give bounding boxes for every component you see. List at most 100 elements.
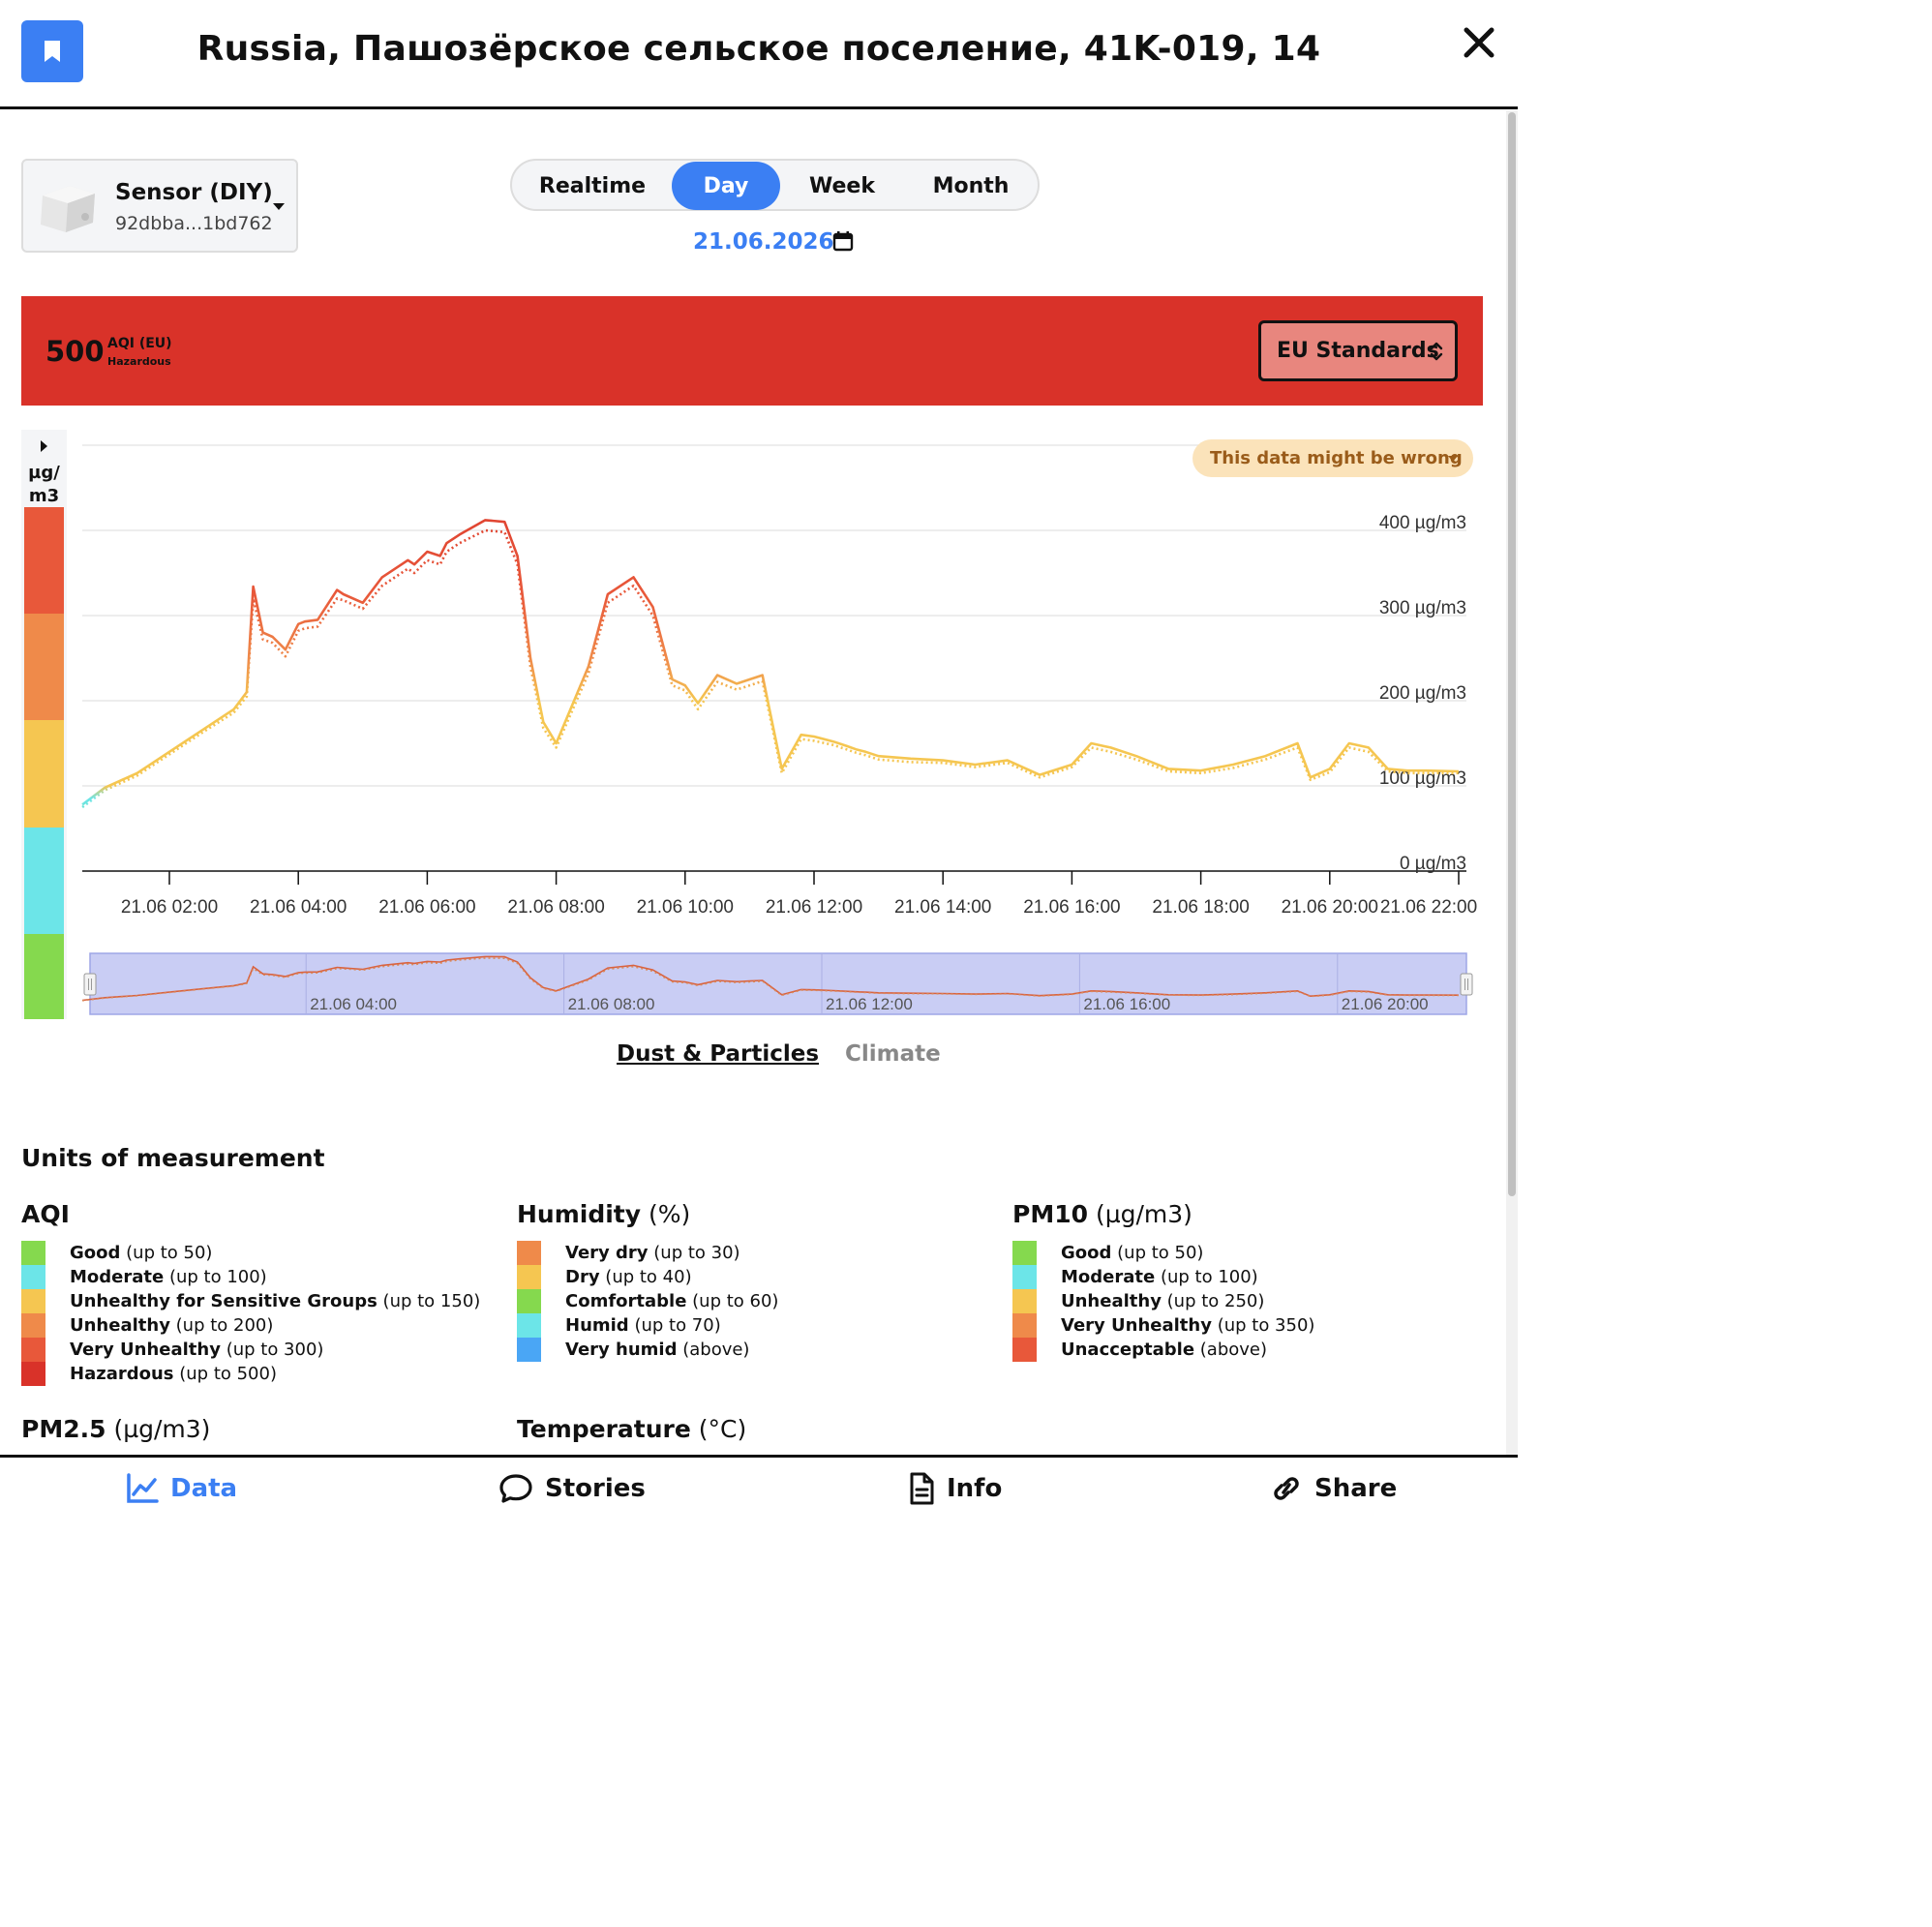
x-tick-label: 21.06 12:00 <box>766 897 862 918</box>
header: Russia, Пашозёрское сельское поселение, … <box>0 0 1518 109</box>
navigator-tick-label: 21.06 16:00 <box>1083 995 1170 1013</box>
aqi-banner: 500 AQI (EU) Hazardous EU Standards <box>21 296 1483 406</box>
scale-segment <box>24 828 64 934</box>
legend-pm25: PM2.5 (µg/m3) <box>21 1415 210 1456</box>
page-title: Russia, Пашозёрское сельское поселение, … <box>196 29 1321 69</box>
navigator-handle-left <box>83 973 97 996</box>
nav-info-label: Info <box>947 1474 1003 1503</box>
y-tick-label: 200 µg/m3 <box>1379 683 1466 704</box>
scrollbar[interactable] <box>1506 110 1518 1456</box>
series-pm10-line <box>81 519 1460 806</box>
legend-heading: PM10 (µg/m3) <box>1012 1200 1192 1228</box>
legend-item: Dry (up to 40) <box>517 1265 778 1289</box>
nav-info[interactable]: Info <box>908 1471 1002 1506</box>
tab-climate[interactable]: Climate <box>845 1041 941 1067</box>
chart-line-icon <box>127 1473 159 1503</box>
caret-down-icon <box>1448 456 1458 462</box>
close-button[interactable] <box>1462 25 1496 60</box>
legend-item: Unhealthy (up to 250) <box>1012 1289 1314 1313</box>
legend-heading: AQI <box>21 1200 70 1228</box>
navigator-tick-label: 21.06 08:00 <box>568 995 655 1013</box>
standards-select[interactable]: EU Standards <box>1258 320 1458 381</box>
bookmark-button[interactable] <box>21 20 83 82</box>
scale-unit: µg/m3 <box>28 463 60 506</box>
x-tick-label: 21.06 20:00 <box>1282 897 1378 918</box>
legend-item: Good (up to 50) <box>21 1241 480 1265</box>
period-tabs: Realtime Day Week Month <box>510 159 1040 211</box>
date-picker[interactable]: 21.06.2026 <box>693 229 834 255</box>
y-tick-label: 0 µg/m3 <box>1400 854 1466 874</box>
data-warning-text: This data might be wrong <box>1210 448 1463 468</box>
legend-temperature: Temperature (°C) <box>517 1415 746 1456</box>
chevron-updown-icon <box>1430 342 1443 361</box>
legend-humidity: Humidity (%) Very dry (up to 30) Dry (up… <box>517 1200 778 1362</box>
tab-month[interactable]: Month <box>932 173 1010 198</box>
pm-line-chart[interactable]: 0 µg/m3 100 µg/m3 200 µg/m3 300 µg/m3 400 µg… <box>0 426 1491 1026</box>
expand-icon[interactable] <box>41 440 47 452</box>
legend-item: Good (up to 50) <box>1012 1241 1314 1265</box>
tab-realtime[interactable]: Realtime <box>538 173 647 198</box>
x-tick-label: 21.06 16:00 <box>1023 897 1120 918</box>
legend-item: Unhealthy for Sensitive Groups (up to 15… <box>21 1289 480 1313</box>
document-icon <box>910 1472 934 1505</box>
aqi-value: 500 <box>45 335 105 368</box>
nav-share[interactable]: Share <box>1270 1471 1397 1506</box>
calendar-icon[interactable] <box>832 230 854 252</box>
aqi-label: AQI (EU) <box>107 336 172 351</box>
navigator-handle-right <box>1460 973 1473 996</box>
scale-segment <box>24 720 64 828</box>
nav-stories[interactable]: Stories <box>498 1471 646 1506</box>
x-tick-label: 21.06 22:00 <box>1380 897 1477 918</box>
scale-segment <box>24 507 64 614</box>
navigator-tick-label: 21.06 04:00 <box>310 995 397 1013</box>
standards-select-label: EU Standards <box>1277 339 1439 363</box>
nav-stories-label: Stories <box>545 1474 646 1503</box>
nav-share-label: Share <box>1314 1474 1398 1503</box>
chat-bubble-icon <box>499 1474 532 1503</box>
color-scale: µg/m3 <box>21 430 67 1019</box>
y-tick-label: 300 µg/m3 <box>1379 598 1466 618</box>
scrollbar-thumb[interactable] <box>1508 112 1516 1196</box>
legend-item: Unacceptable (above) <box>1012 1338 1314 1362</box>
sensor-selector[interactable]: Sensor (DIY) 92dbba...1bd762 <box>21 159 298 253</box>
caret-down-icon <box>273 203 285 210</box>
tab-dust-particles[interactable]: Dust & Particles <box>617 1041 820 1067</box>
legend-item: Very Unhealthy (up to 350) <box>1012 1313 1314 1338</box>
aqi-level: Hazardous <box>107 355 171 368</box>
x-tick-label: 21.06 08:00 <box>507 897 604 918</box>
x-tick-label: 21.06 04:00 <box>250 897 347 918</box>
legend-aqi: AQI Good (up to 50) Moderate (up to 100)… <box>21 1200 480 1386</box>
legend-item: Unhealthy (up to 200) <box>21 1313 480 1338</box>
legend-item: Very Unhealthy (up to 300) <box>21 1338 480 1362</box>
x-tick-label: 21.06 18:00 <box>1152 897 1249 918</box>
legend-item: Hazardous (up to 500) <box>21 1362 480 1386</box>
legend-item: Comfortable (up to 60) <box>517 1289 778 1313</box>
bottom-nav: Data Stories Info Share <box>0 1455 1518 1518</box>
legend-heading: Humidity (%) <box>517 1200 691 1228</box>
legend-item: Very humid (above) <box>517 1338 778 1362</box>
legend-heading: Temperature (°C) <box>517 1415 747 1443</box>
x-tick-label: 21.06 02:00 <box>121 897 218 918</box>
sensor-name: Sensor (DIY) <box>115 180 273 205</box>
nav-data[interactable]: Data <box>126 1471 237 1506</box>
sensor-image <box>41 186 95 232</box>
navigator-tick-label: 21.06 12:00 <box>826 995 913 1013</box>
navigator-tick-label: 21.06 20:00 <box>1342 995 1429 1013</box>
navigator-window <box>89 952 1467 1015</box>
legend-item: Moderate (up to 100) <box>21 1265 480 1289</box>
close-icon <box>1464 27 1494 58</box>
scale-segment <box>24 614 64 720</box>
bookmark-icon <box>45 41 60 62</box>
tab-day[interactable]: Day <box>672 162 780 210</box>
legend-item: Moderate (up to 100) <box>1012 1265 1314 1289</box>
nav-data-label: Data <box>170 1474 238 1503</box>
legend-item: Humid (up to 70) <box>517 1313 778 1338</box>
link-icon <box>1274 1477 1299 1500</box>
x-tick-label: 21.06 14:00 <box>894 897 991 918</box>
tab-week[interactable]: Week <box>809 173 875 198</box>
legend-item: Very dry (up to 30) <box>517 1241 778 1265</box>
data-warning-badge[interactable]: This data might be wrong <box>1192 439 1473 477</box>
sensor-id: 92dbba...1bd762 <box>115 213 273 234</box>
series-pm25-line <box>81 528 1459 809</box>
x-tick-label: 21.06 06:00 <box>378 897 475 918</box>
